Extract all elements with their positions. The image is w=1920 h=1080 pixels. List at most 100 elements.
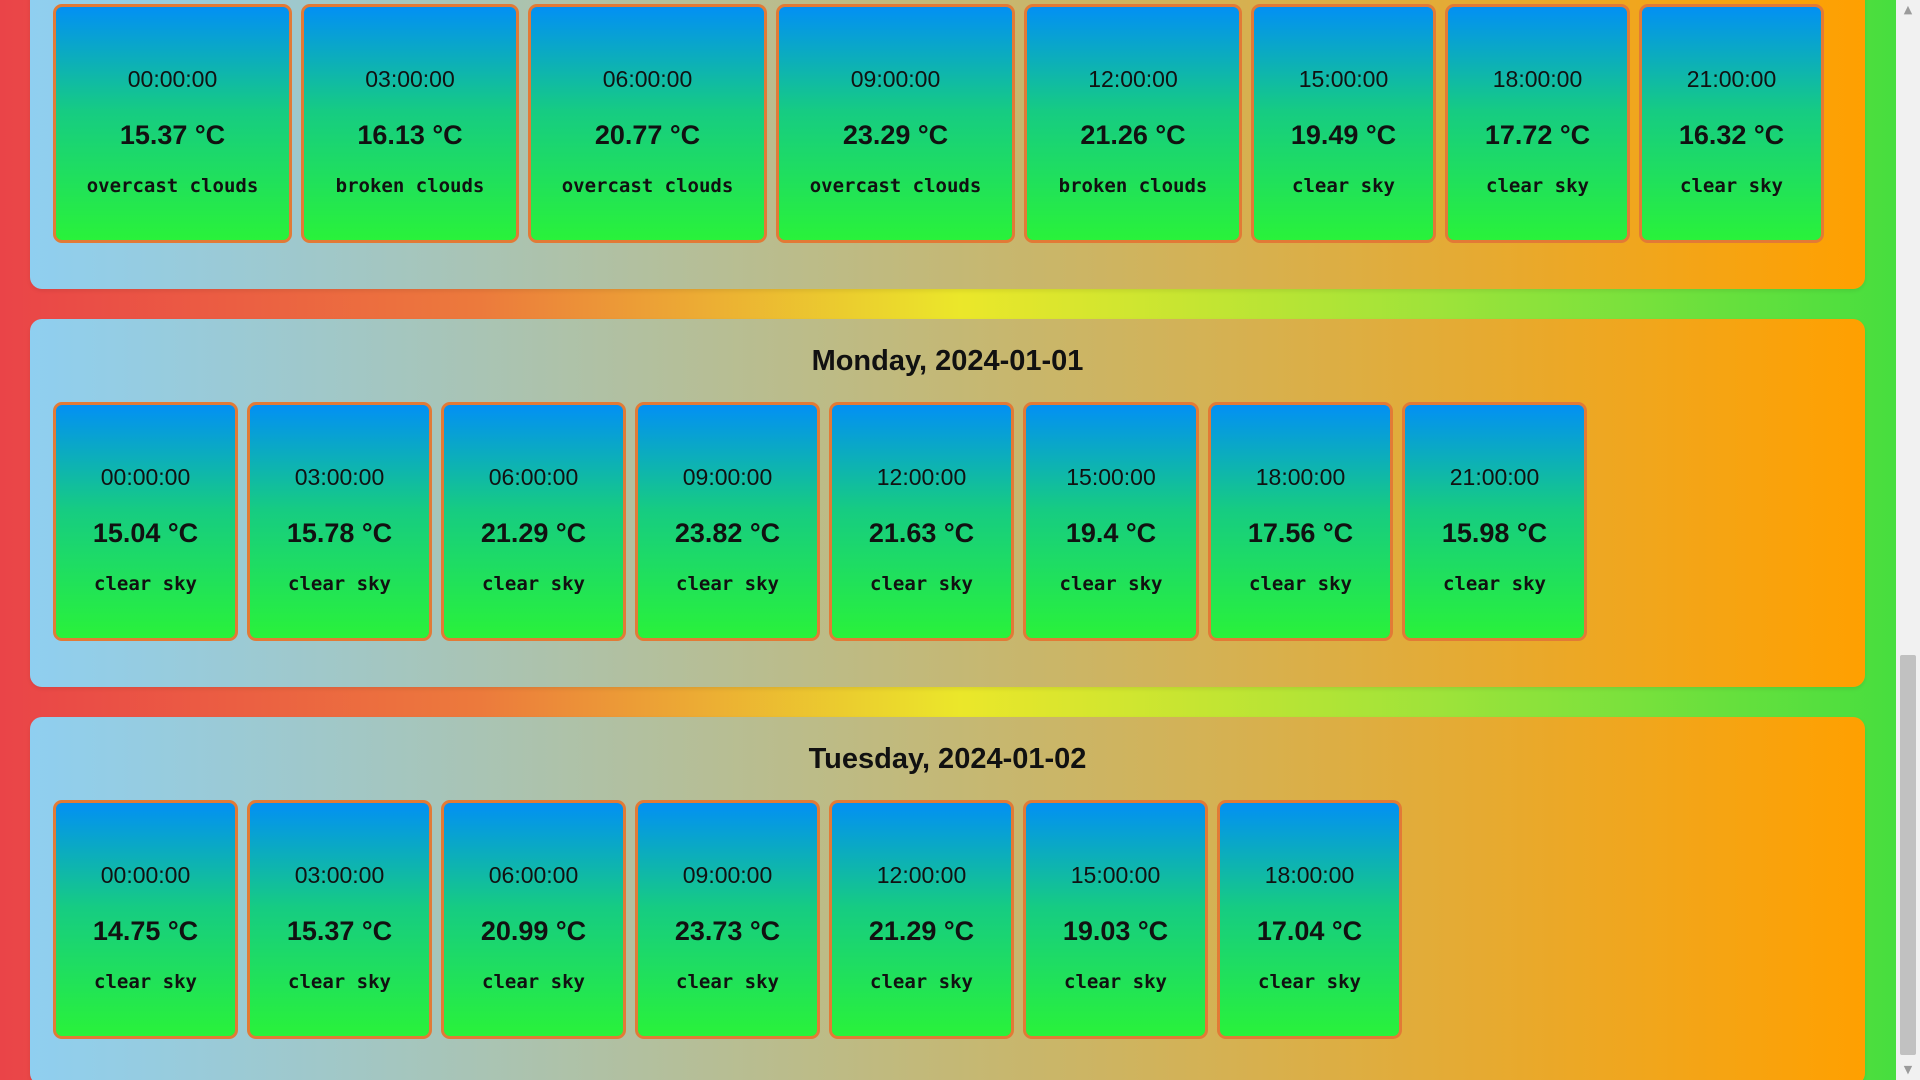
forecast-slot: 12:00:00 21.26 °C broken clouds [1024,4,1242,243]
slot-temperature: 23.82 °C [674,518,781,548]
slot-description: clear sky [1680,175,1783,197]
slot-description: clear sky [482,573,585,595]
slot-time: 12:00:00 [876,464,967,490]
slot-description: overcast clouds [809,175,982,197]
forecast-slot: 21:00:00 15.98 °C clear sky [1402,402,1587,641]
slot-temperature: 15.37 °C [286,916,393,946]
slot-time: 03:00:00 [365,66,455,92]
slot-temperature: 15.37 °C [119,120,226,150]
slot-description: clear sky [482,971,585,993]
slot-description: clear sky [870,971,973,993]
forecast-slot: 06:00:00 21.29 °C clear sky [441,402,626,641]
forecast-slots: 00:00:00 14.75 °C clear sky 03:00:00 15.… [53,800,1402,1039]
forecast-slot: 12:00:00 21.29 °C clear sky [829,800,1014,1039]
slot-temperature: 21.29 °C [480,518,587,548]
day-card: 00:00:00 15.37 °C overcast clouds 03:00:… [30,0,1865,289]
forecast-slot: 18:00:00 17.04 °C clear sky [1217,800,1402,1039]
slot-description: clear sky [1059,573,1163,595]
scroll-up-icon[interactable]: ▲ [1903,3,1913,16]
slot-time: 18:00:00 [1255,464,1346,490]
forecast-slot: 15:00:00 19.49 °C clear sky [1251,4,1436,243]
scrollbar-thumb[interactable] [1900,655,1916,1055]
slot-description: clear sky [1443,573,1546,595]
slot-description: clear sky [288,573,391,595]
slot-time: 18:00:00 [1264,862,1355,888]
slot-time: 00:00:00 [100,464,191,490]
forecast-slot: 03:00:00 15.78 °C clear sky [247,402,432,641]
slot-temperature: 15.98 °C [1441,518,1548,548]
slot-description: clear sky [94,573,197,595]
slot-time: 03:00:00 [294,464,385,490]
slot-description: clear sky [1064,971,1167,993]
slot-description: overcast clouds [86,175,259,197]
forecast-slot: 15:00:00 19.4 °C clear sky [1023,402,1199,641]
slot-temperature: 19.03 °C [1062,916,1169,946]
slot-temperature: 19.4 °C [1065,518,1157,548]
forecast-slots: 00:00:00 15.04 °C clear sky 03:00:00 15.… [53,402,1587,641]
slot-description: overcast clouds [561,175,734,197]
slot-description: clear sky [676,971,779,993]
slot-description: clear sky [288,971,391,993]
forecast-slot: 09:00:00 23.82 °C clear sky [635,402,820,641]
slot-time: 21:00:00 [1686,66,1777,92]
slot-temperature: 20.77 °C [594,120,701,150]
slot-temperature: 19.49 °C [1290,120,1397,150]
slot-description: clear sky [676,573,779,595]
slot-time: 06:00:00 [488,464,579,490]
slot-time: 09:00:00 [682,862,773,888]
slot-description: broken clouds [1058,175,1208,197]
slot-temperature: 21.26 °C [1080,120,1186,150]
forecast-slots: 00:00:00 15.37 °C overcast clouds 03:00:… [53,4,1824,243]
forecast-days: 00:00:00 15.37 °C overcast clouds 03:00:… [30,0,1865,1080]
slot-temperature: 17.72 °C [1484,120,1591,150]
day-card: Tuesday, 2024-01-02 00:00:00 14.75 °C cl… [30,717,1865,1080]
slot-temperature: 15.78 °C [286,518,393,548]
forecast-slot: 21:00:00 16.32 °C clear sky [1639,4,1824,243]
forecast-slot: 18:00:00 17.72 °C clear sky [1445,4,1630,243]
slot-temperature: 17.04 °C [1256,916,1363,946]
forecast-slot: 18:00:00 17.56 °C clear sky [1208,402,1393,641]
slot-time: 15:00:00 [1298,66,1389,92]
slot-description: broken clouds [335,175,485,197]
slot-time: 21:00:00 [1449,464,1540,490]
slot-time: 06:00:00 [602,66,693,92]
forecast-slot: 12:00:00 21.63 °C clear sky [829,402,1014,641]
slot-time: 15:00:00 [1066,464,1156,490]
slot-description: clear sky [1249,573,1352,595]
vertical-scrollbar[interactable]: ▲ ▼ [1896,0,1920,1080]
slot-temperature: 23.73 °C [674,916,781,946]
slot-time: 12:00:00 [876,862,967,888]
slot-temperature: 15.04 °C [92,518,199,548]
scroll-down-icon[interactable]: ▼ [1903,1063,1913,1076]
slot-time: 15:00:00 [1070,862,1161,888]
slot-temperature: 23.29 °C [842,120,949,150]
slot-temperature: 21.63 °C [868,518,975,548]
slot-temperature: 20.99 °C [480,916,587,946]
slot-description: clear sky [1258,971,1361,993]
forecast-slot: 09:00:00 23.73 °C clear sky [635,800,820,1039]
slot-temperature: 17.56 °C [1247,518,1354,548]
forecast-slot: 06:00:00 20.77 °C overcast clouds [528,4,767,243]
slot-time: 06:00:00 [488,862,579,888]
forecast-slot: 00:00:00 15.37 °C overcast clouds [53,4,292,243]
forecast-slot: 09:00:00 23.29 °C overcast clouds [776,4,1015,243]
slot-description: clear sky [1292,175,1395,197]
slot-temperature: 14.75 °C [92,916,199,946]
forecast-slot: 00:00:00 15.04 °C clear sky [53,402,238,641]
slot-time: 18:00:00 [1492,66,1583,92]
slot-temperature: 16.32 °C [1678,120,1785,150]
slot-time: 09:00:00 [682,464,773,490]
slot-time: 09:00:00 [850,66,941,92]
slot-temperature: 21.29 °C [868,916,975,946]
slot-time: 00:00:00 [127,66,218,92]
forecast-slot: 03:00:00 16.13 °C broken clouds [301,4,519,243]
slot-temperature: 16.13 °C [357,120,463,150]
day-title: Tuesday, 2024-01-02 [808,743,1087,775]
forecast-slot: 06:00:00 20.99 °C clear sky [441,800,626,1039]
slot-time: 12:00:00 [1088,66,1178,92]
slot-time: 00:00:00 [100,862,191,888]
forecast-slot: 15:00:00 19.03 °C clear sky [1023,800,1208,1039]
slot-description: clear sky [1486,175,1589,197]
forecast-slot: 00:00:00 14.75 °C clear sky [53,800,238,1039]
